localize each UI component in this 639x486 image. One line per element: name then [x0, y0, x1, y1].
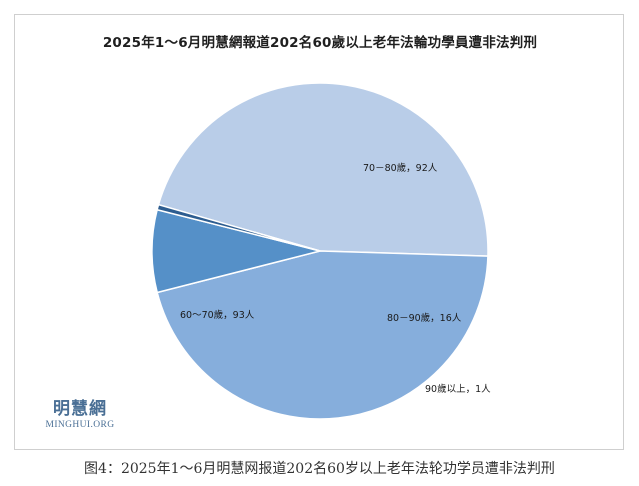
watermark-name: 明慧網	[53, 399, 107, 419]
figure-caption: 图4：2025年1～6月明慧网报道202名60岁以上老年法轮功学员遭非法判刑	[84, 461, 555, 477]
chart-title: 2025年1～6月明慧網報道202名60歲以上老年法輪功學員遭非法判刑	[102, 35, 538, 51]
data-label-70-80: 70－80歲，92人	[363, 162, 438, 174]
pie-slice-60-70	[157, 82, 489, 257]
minghui-watermark-logo: 明慧網 MINGHUI.ORG	[35, 399, 125, 431]
data-label-90-plus: 90歲以上，1人	[425, 383, 491, 395]
data-label-80-90: 80－90歲，16人	[387, 312, 462, 324]
pie-slice-70-80	[156, 250, 489, 420]
pie-chart: 60～70歲，93人 70－80歲，92人 80－90歲，16人 90歲以上，1人	[151, 82, 491, 420]
pie-slice-90-plus	[156, 203, 321, 252]
pie-data-labels: 60～70歲，93人 70－80歲，92人 80－90歲，16人 90歲以上，1人	[180, 162, 491, 395]
data-label-60-70: 60～70歲，93人	[180, 309, 255, 321]
chart-frame: 60～70歲，93人 70－80歲，92人 80－90歲，16人 90歲以上，1人 2…	[14, 14, 624, 450]
pie-slices	[151, 82, 489, 420]
watermark-site: MINGHUI.ORG	[45, 420, 115, 430]
